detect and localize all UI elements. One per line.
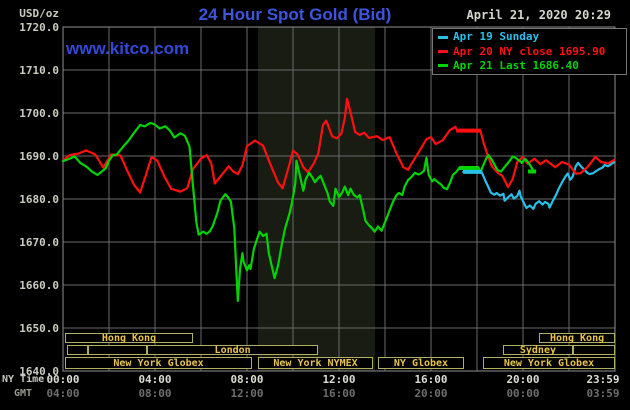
- x-axis-label-ny: 23:59: [586, 373, 620, 386]
- legend-box: Apr 19 Sunday Apr 20 NY close 1695.90 Apr …: [432, 28, 627, 75]
- x-axis-label-ny: 08:00: [230, 373, 264, 386]
- x-axis-label-gmt: 20:00: [414, 387, 448, 400]
- legend-item: Apr 19 Sunday: [438, 31, 626, 43]
- session-box-new-york-globex: New York Globex: [65, 357, 253, 369]
- session-box-new-york-nymex: New York NYMEX: [258, 357, 374, 369]
- x-axis-label-gmt: 00:00: [506, 387, 540, 400]
- x-axis-label-gmt: 03:59: [586, 387, 620, 400]
- x-axis-label-ny: 12:00: [322, 373, 356, 386]
- session-box-hong-kong: Hong Kong: [65, 333, 193, 344]
- plot-border: [62, 26, 616, 372]
- x-axis-label-ny: 00:00: [46, 373, 80, 386]
- y-axis-label: 1640.0: [19, 365, 59, 378]
- session-box: [88, 345, 147, 355]
- gmt-caption: GMT: [14, 388, 33, 399]
- chart-title: 24 Hour Spot Gold (Bid): [198, 5, 392, 24]
- ny-time-caption: NY Time: [2, 374, 45, 385]
- x-axis-label-ny: 04:00: [138, 373, 172, 386]
- session-box-london: London: [146, 345, 319, 356]
- x-axis-label-gmt: 04:00: [46, 387, 80, 400]
- session-box: [66, 345, 89, 355]
- y-axis-label: 1690.0: [19, 150, 59, 163]
- series-line-apr-20: [61, 97, 616, 194]
- session-box-hong-kong: Hong Kong: [539, 333, 615, 344]
- x-axis-label-gmt: 16:00: [322, 387, 356, 400]
- y-axis-label: 1710.0: [19, 64, 59, 77]
- legend-label: Apr 20 NY close 1695.90: [453, 44, 606, 58]
- kitco-watermark-link[interactable]: www.kitco.com: [66, 39, 190, 58]
- y-axis-label: 1660.0: [19, 279, 59, 292]
- legend-label: Apr 19 Sunday: [453, 30, 540, 44]
- y-axis-label: 1670.0: [19, 236, 59, 249]
- x-axis-label-ny: 20:00: [506, 373, 540, 386]
- legend-item: Apr 21 Last 1686.40: [438, 58, 626, 72]
- series-line-apr-19: [462, 160, 616, 210]
- y-axis-label: 1700.0: [19, 107, 59, 120]
- legend-dash-icon: [438, 50, 448, 53]
- legend-label: Apr 21 Last 1686.40: [453, 58, 579, 72]
- x-axis-label-gmt: 08:00: [138, 387, 172, 400]
- session-box: [572, 345, 615, 355]
- session-box-new-york-globex: New York Globex: [482, 357, 615, 369]
- session-box-ny-globex: NY Globex: [378, 357, 464, 369]
- y-axis-label: 1680.0: [19, 193, 59, 206]
- session-box-sydney: Sydney: [502, 345, 573, 356]
- legend-dash-icon: [438, 64, 448, 68]
- datetime-label: April 21, 2020 20:29: [466, 8, 612, 22]
- legend-item: Apr 20 NY close 1695.90: [438, 44, 626, 58]
- y-axis-label: 1720.0: [19, 21, 59, 34]
- legend-dash-icon: [438, 35, 448, 39]
- unit-label: USD/oz: [19, 7, 59, 20]
- series-line-apr-21: [61, 121, 536, 302]
- y-axis-label: 1650.0: [19, 322, 59, 335]
- x-axis-label-gmt: 12:00: [230, 387, 264, 400]
- x-axis-label-ny: 16:00: [414, 373, 448, 386]
